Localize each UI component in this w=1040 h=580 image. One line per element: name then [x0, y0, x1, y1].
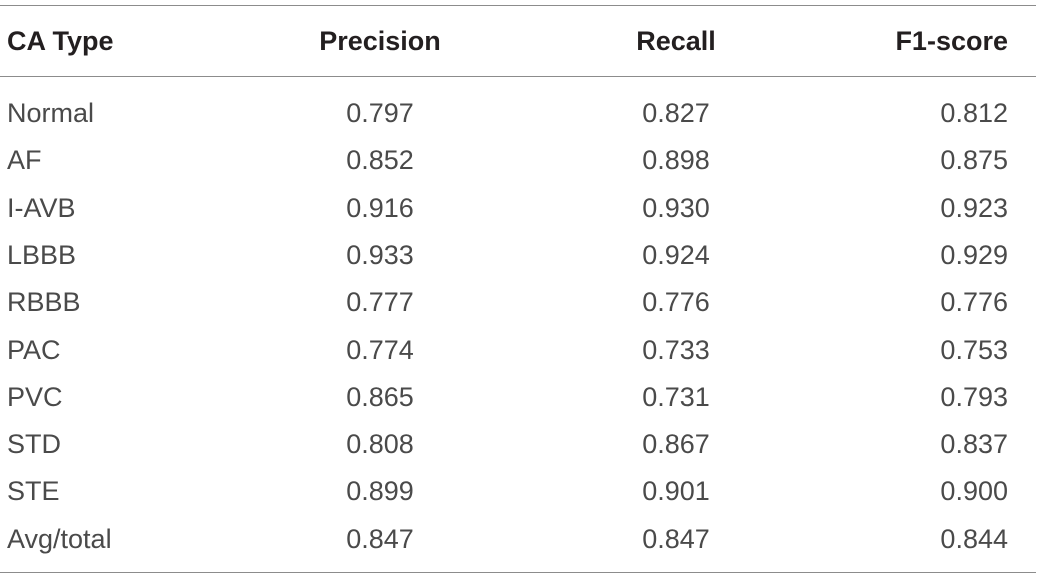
cell-precision: 0.797 [346, 98, 414, 128]
cell-recall: 0.827 [642, 98, 710, 128]
table-header-row: CA Type Precision Recall F1-score [0, 17, 1040, 65]
table-row: Normal 0.797 0.827 0.812 [0, 89, 1040, 137]
cell-f1-score: 0.837 [940, 429, 1008, 460]
table-row: STD 0.808 0.867 0.837 [0, 420, 1040, 468]
cell-precision: 0.933 [346, 239, 414, 270]
cell-precision: 0.899 [346, 476, 414, 507]
table-row: Avg/total 0.847 0.847 0.844 [0, 515, 1040, 563]
cell-ca-type: STE [7, 476, 60, 507]
cell-recall: 0.930 [642, 192, 710, 223]
cell-recall: 0.776 [642, 287, 710, 318]
cell-ca-type: STD [7, 429, 61, 460]
table-top-rule [0, 5, 1036, 6]
cell-ca-type: PVC [7, 381, 63, 412]
table-bottom-rule [0, 572, 1036, 573]
table-row: AF 0.852 0.898 0.875 [0, 136, 1040, 184]
cell-f1-score: 0.812 [940, 98, 1008, 128]
cell-ca-type: Avg/total [7, 523, 112, 554]
cell-ca-type: LBBB [7, 239, 77, 270]
cell-precision: 0.777 [346, 287, 414, 318]
cell-precision: 0.847 [346, 523, 414, 554]
cell-recall: 0.898 [642, 145, 710, 176]
header-f1-score: F1-score [895, 26, 1008, 56]
cell-ca-type: PAC [7, 334, 61, 365]
cell-recall: 0.847 [642, 523, 710, 554]
cell-recall: 0.733 [642, 334, 710, 365]
header-precision: Precision [319, 26, 441, 56]
cell-f1-score: 0.923 [940, 192, 1008, 223]
cell-f1-score: 0.753 [940, 334, 1008, 365]
cell-recall: 0.901 [642, 476, 710, 507]
cell-ca-type: Normal [7, 98, 95, 128]
cell-precision: 0.808 [346, 429, 414, 460]
cell-precision: 0.774 [346, 334, 414, 365]
cell-f1-score: 0.776 [940, 287, 1008, 318]
table-row: PAC 0.774 0.733 0.753 [0, 326, 1040, 374]
table-row: RBBB 0.777 0.776 0.776 [0, 278, 1040, 326]
cell-ca-type: AF [7, 145, 42, 176]
cell-f1-score: 0.875 [940, 145, 1008, 176]
cell-f1-score: 0.900 [940, 476, 1008, 507]
cell-recall: 0.731 [642, 381, 710, 412]
table-row: PVC 0.865 0.731 0.793 [0, 373, 1040, 421]
header-ca-type: CA Type [7, 26, 114, 56]
cell-f1-score: 0.793 [940, 381, 1008, 412]
table-header-rule [0, 76, 1036, 77]
table-row: I-AVB 0.916 0.930 0.923 [0, 184, 1040, 232]
cell-precision: 0.865 [346, 381, 414, 412]
cell-ca-type: I-AVB [7, 192, 76, 223]
cell-precision: 0.852 [346, 145, 414, 176]
cell-f1-score: 0.844 [940, 523, 1008, 554]
cell-precision: 0.916 [346, 192, 414, 223]
table-row: STE 0.899 0.901 0.900 [0, 467, 1040, 515]
cell-recall: 0.924 [642, 239, 710, 270]
header-recall: Recall [636, 26, 716, 56]
table-row: LBBB 0.933 0.924 0.929 [0, 231, 1040, 279]
cell-f1-score: 0.929 [940, 239, 1008, 270]
cell-ca-type: RBBB [7, 287, 81, 318]
cell-recall: 0.867 [642, 429, 710, 460]
